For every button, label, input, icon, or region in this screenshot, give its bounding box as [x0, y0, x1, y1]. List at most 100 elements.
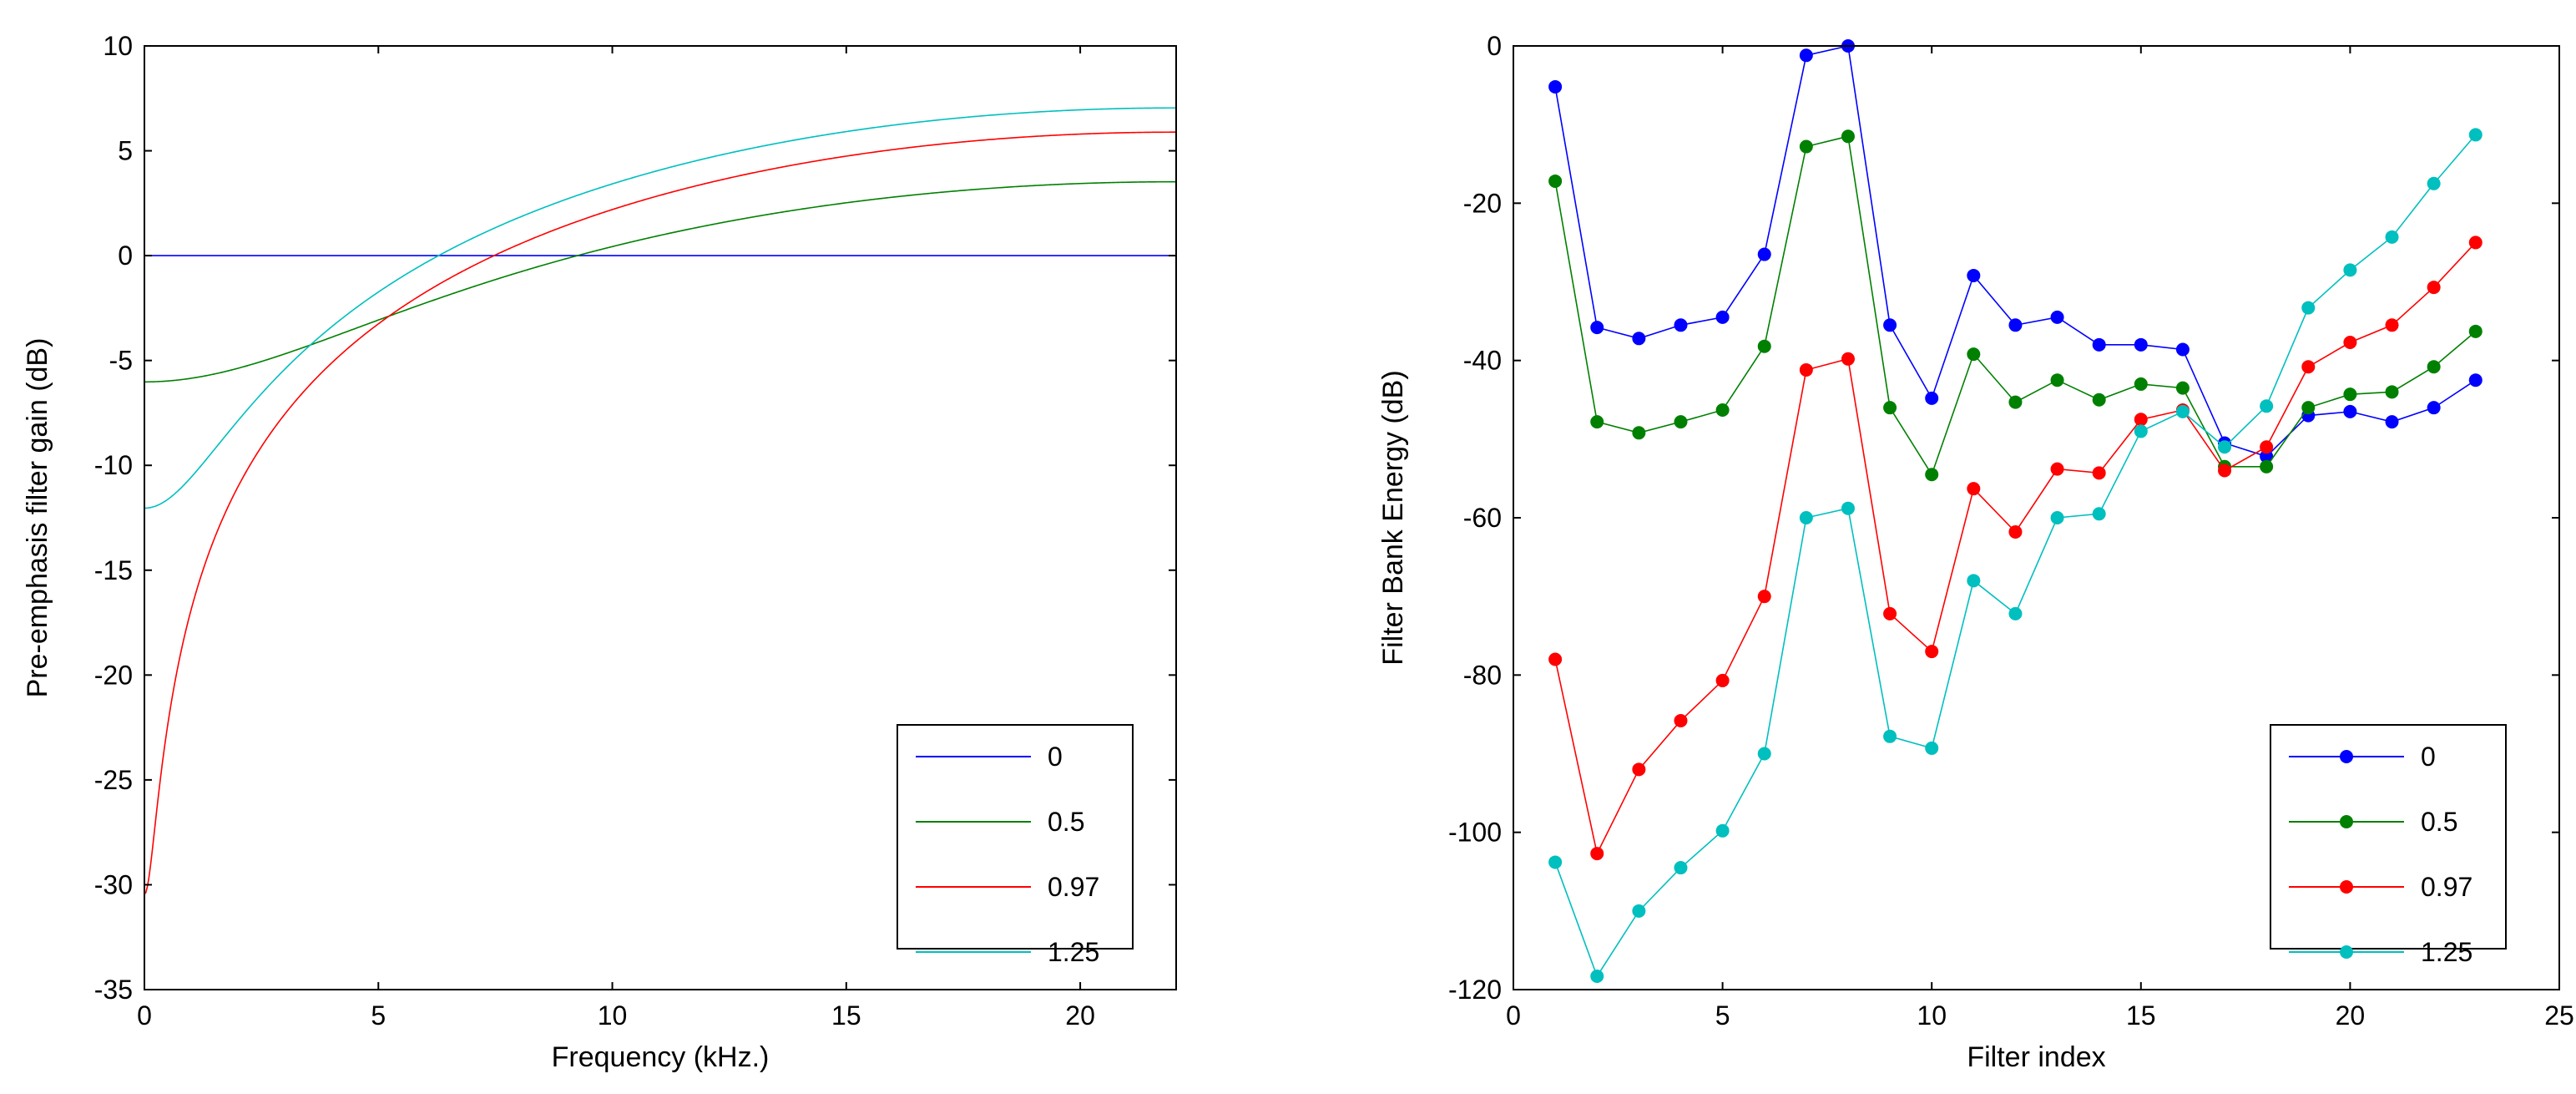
y-axis-title: Filter Bank Energy (dB) [1377, 370, 1409, 665]
legend-swatch-marker [2340, 750, 2353, 763]
y-tick-label: 5 [118, 136, 133, 166]
data-point [1632, 904, 1646, 918]
data-point [2385, 385, 2399, 399]
data-point [2218, 463, 2232, 478]
data-point [2385, 318, 2399, 332]
x-tick-label: 5 [1715, 1000, 1730, 1031]
data-point [1632, 426, 1646, 440]
y-tick-label: -10 [94, 450, 133, 480]
y-tick-label: -40 [1463, 346, 1502, 376]
y-tick-label: -60 [1463, 503, 1502, 533]
data-point [2092, 337, 2106, 352]
data-point [1799, 362, 1813, 377]
data-point [2175, 342, 2190, 357]
data-point [1841, 352, 1855, 366]
data-point [1757, 339, 1771, 353]
data-point [1590, 847, 1604, 861]
legend-swatch-marker [2340, 945, 2353, 959]
data-point [2301, 360, 2316, 374]
data-point [2050, 373, 2064, 387]
data-point [1715, 310, 1730, 324]
data-point [2008, 318, 2023, 332]
data-point [2218, 440, 2232, 454]
data-point [1590, 321, 1604, 335]
data-point [2134, 424, 2148, 438]
data-point [1925, 468, 1939, 482]
data-point [2092, 466, 2106, 480]
data-point [1548, 174, 1563, 188]
data-point [2385, 230, 2399, 244]
data-point [2343, 404, 2357, 418]
data-point [1799, 139, 1813, 154]
data-point [1632, 762, 1646, 777]
series-0-5 [144, 180, 1176, 383]
legend-label: 0 [2421, 742, 2436, 772]
data-point [2468, 236, 2483, 250]
y-axis-title: Pre-emphasis filter gain (dB) [22, 338, 53, 698]
legend-item: 0.97 [2289, 872, 2472, 902]
data-point [1757, 747, 1771, 761]
x-tick-label: 5 [371, 1000, 386, 1031]
legend-label: 0.5 [2421, 807, 2457, 837]
data-point [2301, 401, 2316, 415]
legend-label: 0.5 [1048, 807, 1084, 837]
data-point [2343, 263, 2357, 277]
data-point [2301, 301, 2316, 315]
data-point [1757, 590, 1771, 604]
x-tick-label: 25 [2544, 1000, 2574, 1031]
axes-box [144, 45, 1177, 990]
series-0-5 [1548, 129, 2483, 482]
data-point [1841, 129, 1855, 144]
series-0-97 [144, 131, 1176, 895]
legend-item: 0.97 [916, 872, 1099, 902]
x-tick-label: 15 [831, 1000, 861, 1031]
data-point [1883, 606, 1897, 620]
preemphasis-gain-chart: 0 5 10 15 20 -35 -30 -25 -20 -15 -10 -5 0 5 10 Frequenc… [22, 31, 1177, 1073]
data-point [2134, 413, 2148, 427]
legend-item: 0 [916, 742, 1063, 772]
x-axis-title: Filter index [1967, 1041, 2105, 1073]
legend-box [897, 724, 1134, 950]
data-point [2427, 401, 2441, 415]
data-point [2092, 393, 2106, 407]
series-1-25 [144, 107, 1176, 509]
series-line [144, 180, 1176, 383]
data-point [2343, 336, 2357, 350]
data-point [1674, 318, 1688, 332]
y-tick-label: -5 [109, 346, 133, 376]
data-point [1715, 403, 1730, 417]
data-point [1841, 501, 1855, 515]
series-line [144, 107, 1176, 509]
data-point [1967, 347, 1981, 362]
data-point [2260, 440, 2274, 454]
data-point [2468, 128, 2483, 142]
data-point [2008, 395, 2023, 409]
legend: 0 0.5 0.97 1.25 [897, 724, 1134, 967]
legend-item: 0.5 [916, 807, 1084, 837]
y-tick-label: -35 [94, 975, 133, 1005]
y-tick-label: -30 [94, 869, 133, 899]
y-tick-label: -25 [94, 765, 133, 795]
y-tick-label: -20 [1463, 188, 1502, 218]
x-axis-title: Frequency (kHz.) [552, 1041, 770, 1073]
data-point [1590, 415, 1604, 429]
x-tick-label: 20 [2336, 1000, 2366, 1031]
data-point [2134, 377, 2148, 391]
x-tick-label: 10 [1917, 1000, 1947, 1031]
legend-item: 1.25 [2289, 937, 2472, 967]
data-point [1925, 391, 1939, 405]
series-1-25 [1548, 128, 2483, 983]
legend-item: 1.25 [916, 937, 1099, 967]
data-point [1925, 645, 1939, 659]
legend-item: 0.5 [2289, 807, 2457, 837]
data-point [2134, 337, 2148, 352]
legend-box [2270, 724, 2507, 950]
y-tick-label: 0 [1487, 31, 1502, 61]
data-point [1715, 823, 1730, 838]
data-point [1799, 511, 1813, 524]
data-point [2260, 399, 2274, 413]
y-tick-label: -120 [1448, 975, 1502, 1005]
data-point [1548, 652, 1563, 666]
y-tick-label: -15 [94, 555, 133, 585]
